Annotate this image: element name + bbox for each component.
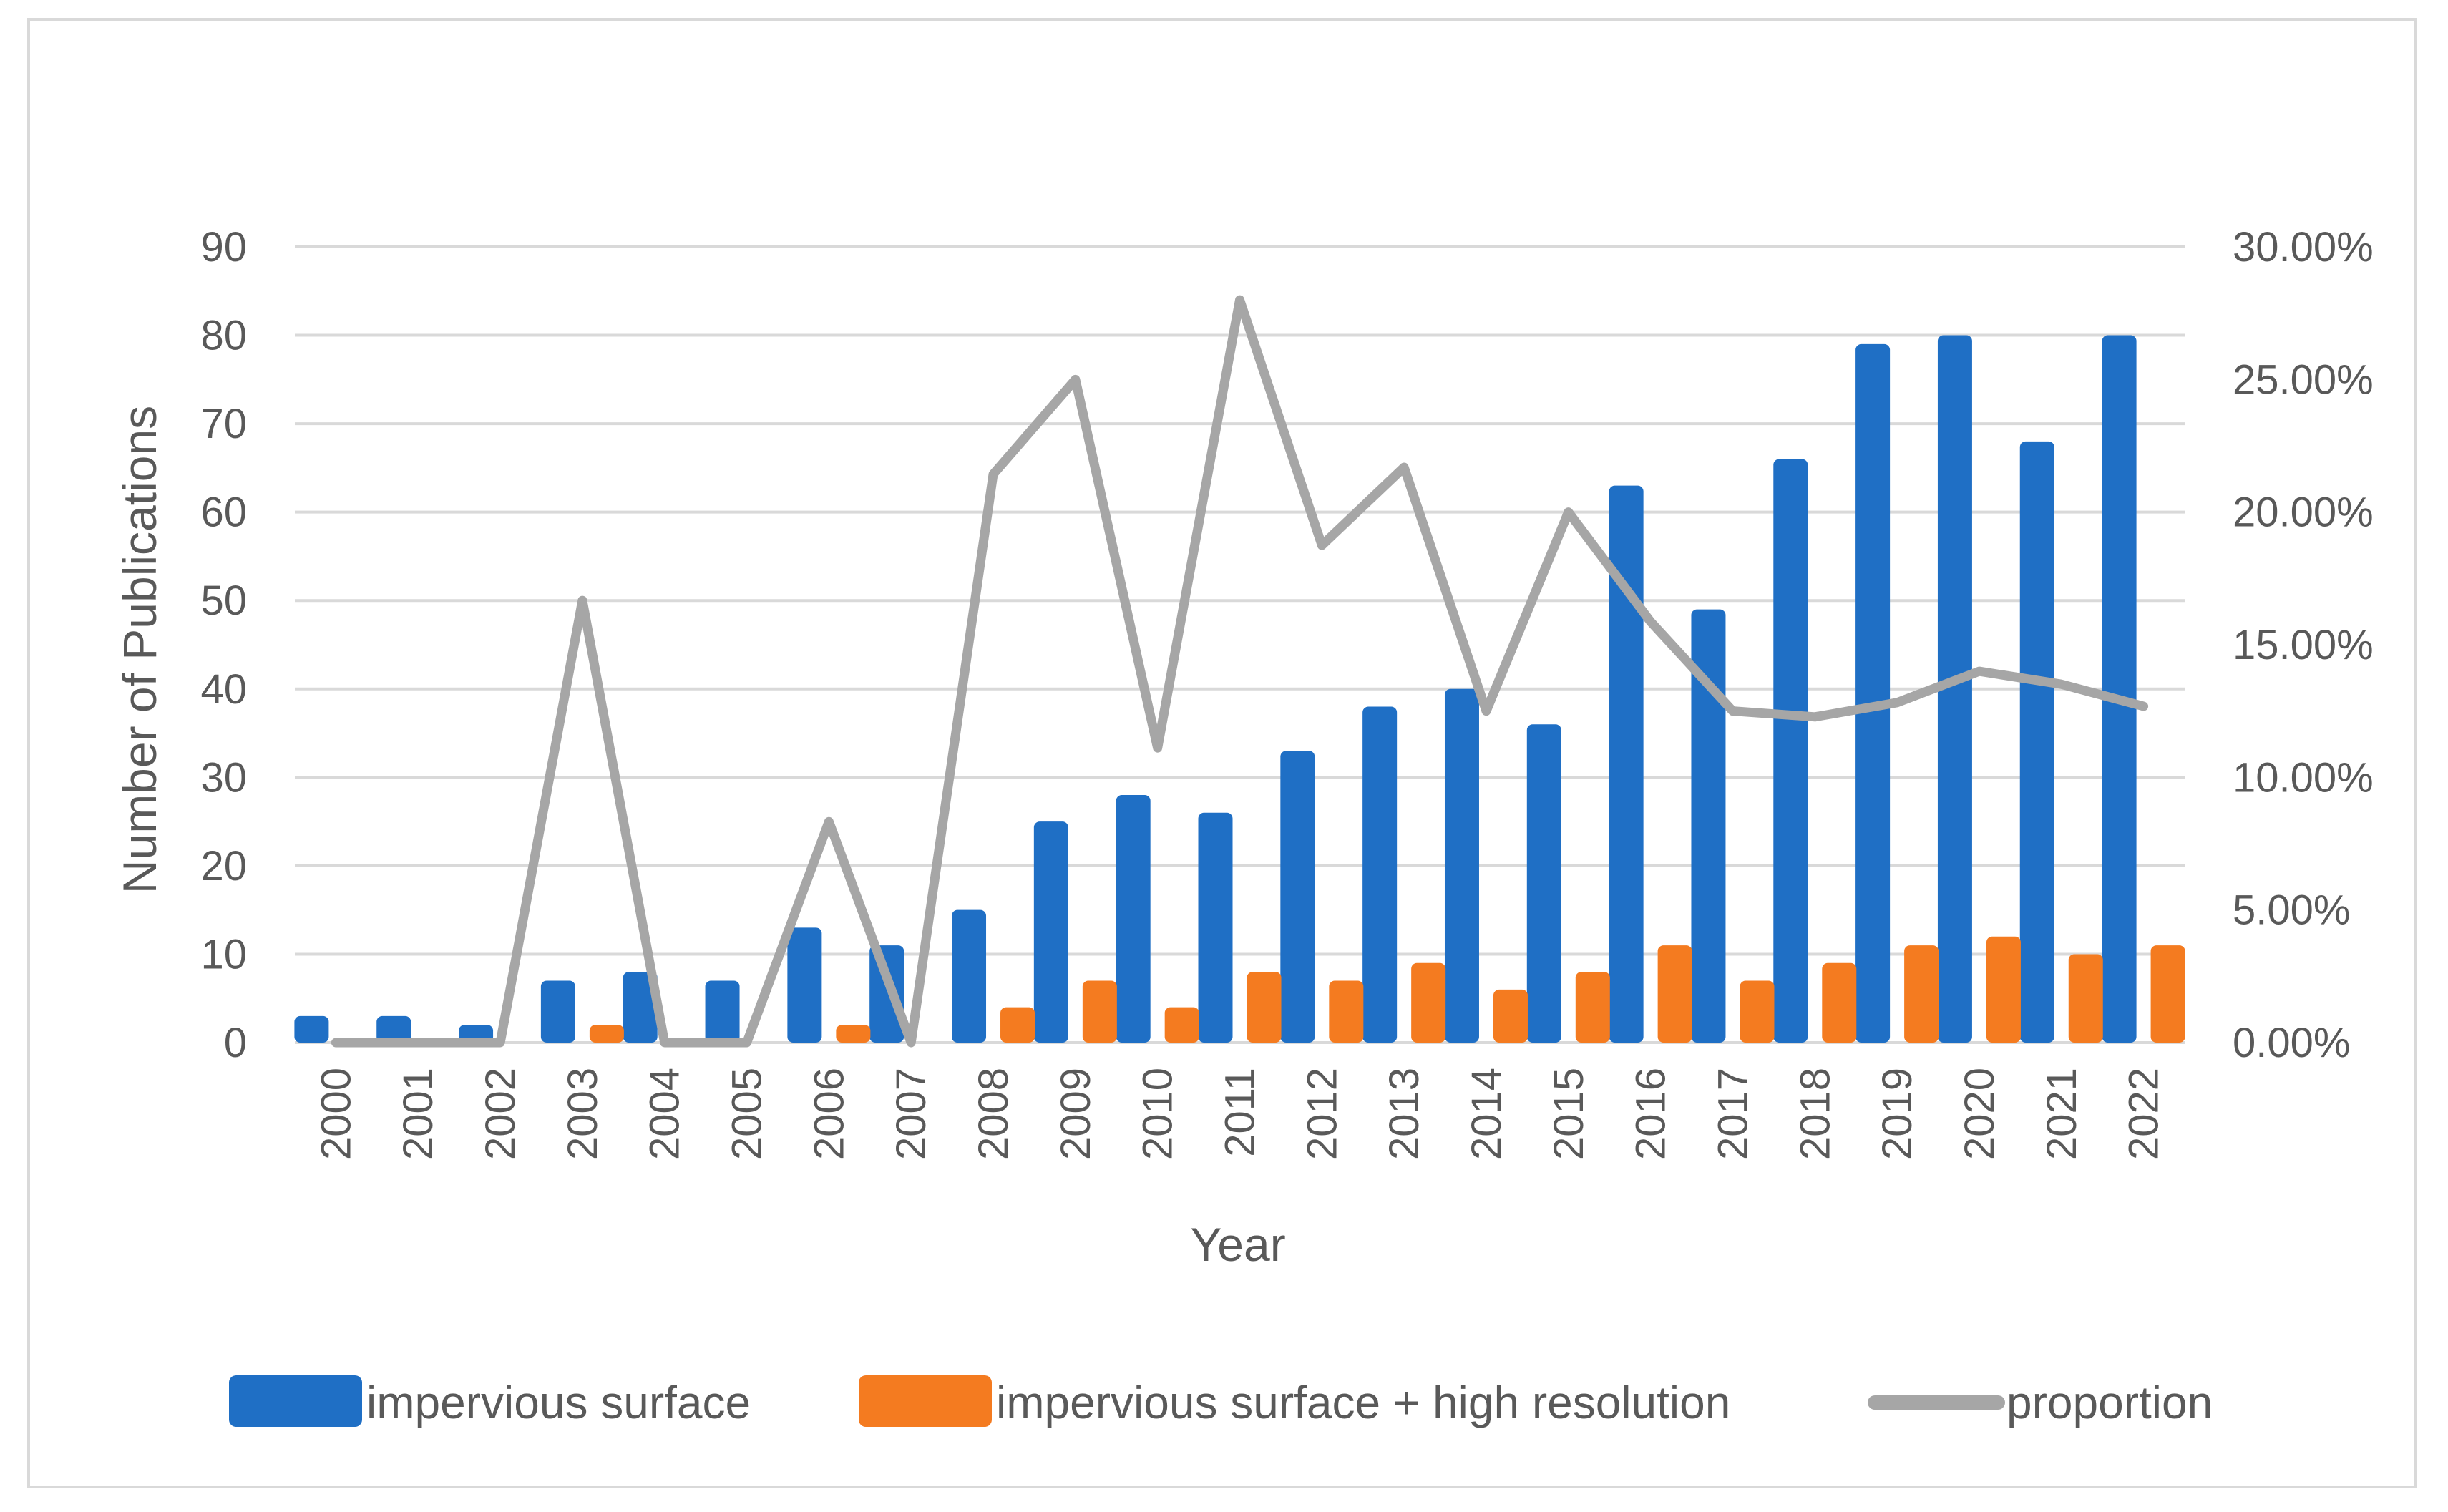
y-axis-title: Number of Publications (113, 406, 166, 894)
bar-high-resolution-2019 (1904, 945, 1939, 1043)
bar-high-resolution-2011 (1247, 972, 1282, 1043)
bar-impervious-surface-2005 (705, 980, 740, 1043)
x-axis-title: Year (1190, 1218, 1285, 1271)
bar-impervious-surface-2001 (376, 1015, 411, 1043)
x-tick-label: 2000 (313, 1068, 359, 1160)
y-tick-label: 50 (200, 577, 247, 624)
x-tick-label: 2015 (1546, 1068, 1592, 1160)
bar-high-resolution-2006 (836, 1025, 871, 1043)
y-tick-label: 30 (200, 754, 247, 801)
x-tick-label: 2021 (2039, 1068, 2085, 1160)
bar-impervious-surface-2006 (787, 927, 822, 1043)
y-tick-label: 0 (224, 1020, 247, 1066)
line-proportion (331, 295, 2149, 1048)
y-tick-label: 20 (200, 843, 247, 889)
bar-high-resolution-2009 (1082, 980, 1117, 1043)
x-tick-label: 2007 (888, 1068, 935, 1160)
x-tick-label: 2020 (1956, 1068, 2003, 1160)
x-tick-label: 2004 (642, 1068, 688, 1160)
legend-label-proportion: proportion (2006, 1377, 2213, 1428)
bar-impervious-surface-2018 (1773, 459, 1808, 1043)
legend: impervious surface impervious surface + … (229, 1375, 2213, 1428)
bar-impervious-surface-2003 (540, 980, 575, 1043)
y2-tick-label: 0.00% (2233, 1020, 2350, 1066)
bar-impervious-surface-2020 (1937, 335, 1972, 1043)
x-tick-label: 2010 (1135, 1068, 1181, 1160)
bar-high-resolution-2008 (1000, 1007, 1035, 1043)
y-axis-right-ticks: 0.00% 5.00% 10.00% 15.00% 20.00% 25.00% 30.00% (2233, 224, 2374, 1066)
x-tick-label: 2012 (1299, 1068, 1345, 1160)
legend-swatch-high-resolution (859, 1375, 992, 1427)
y-tick-label: 60 (200, 489, 247, 536)
bar-high-resolution-2021 (2068, 954, 2103, 1043)
x-tick-label: 2009 (1053, 1068, 1099, 1160)
x-tick-label: 2022 (2121, 1068, 2167, 1160)
bar-impervious-surface-2014 (1444, 688, 1479, 1043)
bar-high-resolution-2003 (589, 1025, 624, 1043)
legend-swatch-impervious-surface (229, 1375, 362, 1427)
x-tick-label: 2014 (1463, 1068, 1510, 1160)
chart-frame (27, 18, 2417, 1488)
x-axis-ticks: 2000 2001 2002 2003 2004 2005 2006 2007 2008 2009… (313, 1068, 2167, 1160)
bar-high-resolution-2020 (1986, 936, 2021, 1043)
x-tick-label: 2001 (395, 1068, 442, 1160)
x-tick-label: 2008 (970, 1068, 1017, 1160)
x-tick-label: 2017 (1710, 1068, 1756, 1160)
bar-impervious-surface-2000 (294, 1015, 329, 1043)
bar-impervious-surface-2009 (1033, 821, 1068, 1043)
bar-high-resolution-2014 (1493, 989, 1528, 1043)
bar-impervious-surface-2004 (623, 972, 658, 1043)
y-tick-label: 80 (200, 313, 247, 359)
bar-impervious-surface-2008 (952, 909, 987, 1043)
bar-impervious-surface-2011 (1198, 812, 1233, 1043)
x-tick-label: 2003 (560, 1068, 606, 1160)
y-tick-label: 40 (200, 666, 247, 713)
bar-high-resolution-2022 (2150, 945, 2185, 1043)
bar-high-resolution-2013 (1411, 962, 1446, 1043)
bar-impervious-surface-2007 (869, 945, 904, 1043)
bar-high-resolution-2010 (1164, 1007, 1199, 1043)
y-tick-label: 70 (200, 401, 247, 447)
series-impervious-surface-bars (294, 335, 2137, 1043)
bar-impervious-surface-2021 (2019, 441, 2054, 1043)
x-tick-label: 2019 (1874, 1068, 1921, 1160)
x-tick-label: 2005 (724, 1068, 771, 1160)
series-high-resolution-bars (589, 936, 2185, 1043)
bar-impervious-surface-2017 (1691, 609, 1726, 1043)
legend-label-high-resolution: impervious surface + high resolution (996, 1377, 1730, 1428)
bar-impervious-surface-2016 (1609, 485, 1644, 1043)
bar-high-resolution-2012 (1329, 980, 1364, 1043)
bar-impervious-surface-2019 (1855, 343, 1891, 1043)
bar-high-resolution-2016 (1657, 945, 1692, 1043)
x-tick-label: 2011 (1217, 1068, 1264, 1157)
series-proportion-line (331, 295, 2149, 1048)
y2-tick-label: 20.00% (2233, 489, 2374, 536)
x-tick-label: 2016 (1628, 1068, 1674, 1160)
legend-label-impervious-surface: impervious surface (366, 1377, 751, 1428)
bar-impervious-surface-2013 (1362, 706, 1398, 1043)
bar-impervious-surface-2022 (2102, 335, 2137, 1043)
bar-high-resolution-2015 (1575, 972, 1610, 1043)
x-tick-label: 2006 (806, 1068, 852, 1160)
bar-high-resolution-2018 (1822, 962, 1857, 1043)
y2-tick-label: 10.00% (2233, 754, 2374, 801)
x-tick-label: 2013 (1381, 1068, 1428, 1160)
x-tick-label: 2018 (1792, 1068, 1838, 1160)
y-axis-left-ticks: 0 10 20 30 40 50 60 70 80 90 (200, 224, 247, 1066)
x-tick-label: 2002 (477, 1068, 524, 1160)
bar-impervious-surface-2010 (1116, 795, 1151, 1043)
y2-tick-label: 15.00% (2233, 622, 2374, 668)
y-tick-label: 10 (200, 931, 247, 977)
bar-impervious-surface-2015 (1526, 724, 1561, 1043)
y2-tick-label: 25.00% (2233, 356, 2374, 403)
bar-high-resolution-2017 (1740, 980, 1775, 1043)
y2-tick-label: 5.00% (2233, 887, 2350, 934)
bar-impervious-surface-2012 (1280, 751, 1315, 1043)
y2-tick-label: 30.00% (2233, 224, 2374, 270)
y-tick-label: 90 (200, 224, 247, 270)
